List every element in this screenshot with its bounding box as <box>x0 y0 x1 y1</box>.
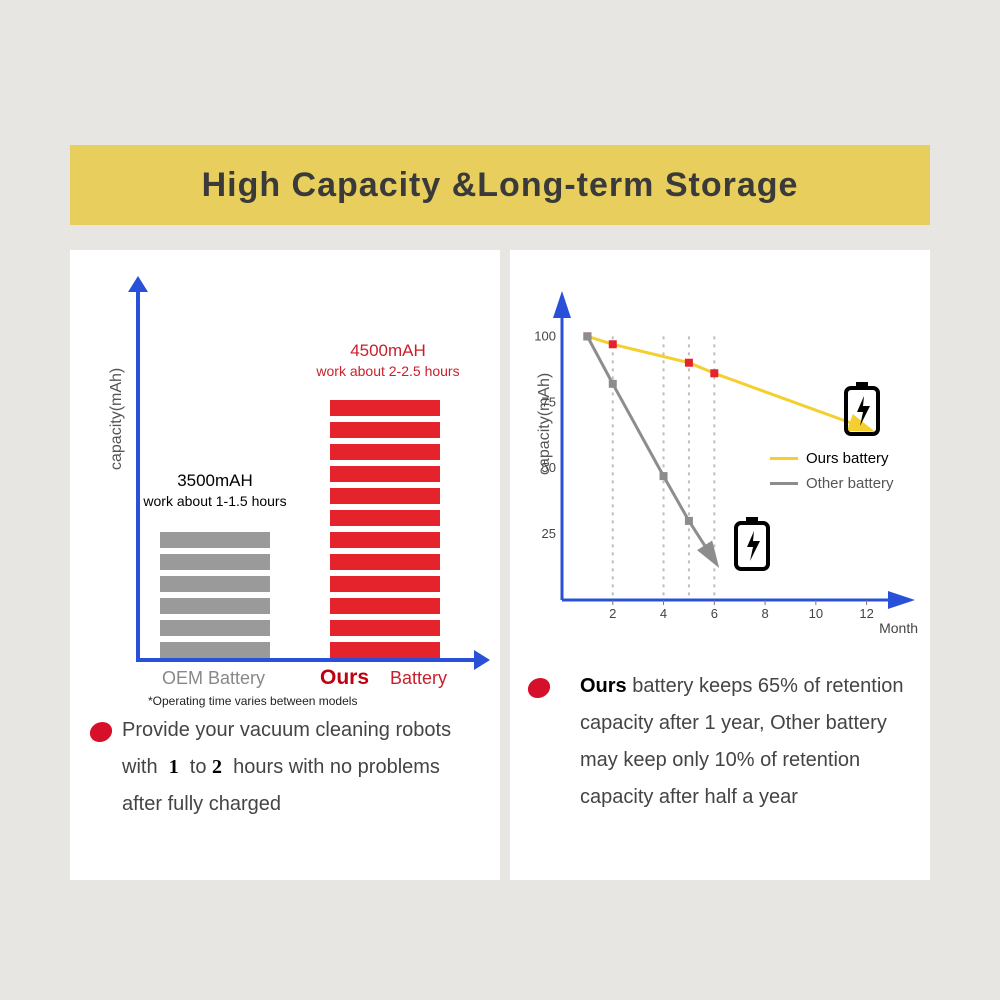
line-chart: capacity(mAh) 25507510024681012 Month Ou… <box>520 280 920 660</box>
bar-segment <box>160 642 270 658</box>
bar-segment <box>160 620 270 636</box>
title-band: High Capacity &Long-term Storage <box>70 145 930 225</box>
left-paragraph: Provide your vacuum cleaning robots with… <box>122 712 482 823</box>
svg-text:6: 6 <box>711 606 718 621</box>
bar-footnote: *Operating time varies between models <box>148 694 357 708</box>
bar-segment <box>160 532 270 548</box>
line-x-axis-label: Month <box>879 620 918 636</box>
svg-text:2: 2 <box>609 606 616 621</box>
legend-other: Other battery <box>770 475 894 492</box>
battery-icon-other <box>730 515 774 578</box>
right-panel: capacity(mAh) 25507510024681012 Month Ou… <box>510 250 930 880</box>
bar-segment <box>330 576 440 592</box>
svg-text:8: 8 <box>761 606 768 621</box>
svg-text:100: 100 <box>534 328 556 343</box>
bar-segment <box>330 400 440 416</box>
bar-segment <box>330 642 440 658</box>
bar-ours-top-sub: work about 2-2.5 hours <box>288 362 488 380</box>
left-bullet-icon <box>89 722 114 742</box>
svg-text:10: 10 <box>809 606 823 621</box>
bar-oem <box>160 532 270 658</box>
svg-text:50: 50 <box>542 460 556 475</box>
bar-oem-top-label: 3500mAH work about 1-1.5 hours <box>105 470 325 510</box>
bar-oem-top-main: 3500mAH <box>105 470 325 492</box>
battery-icon-ours <box>840 380 884 443</box>
svg-text:25: 25 <box>542 526 556 541</box>
bar-oem-x-label: OEM Battery <box>162 668 265 689</box>
bar-segment <box>330 510 440 526</box>
bar-y-axis-label: capacity(mAh) <box>108 368 126 470</box>
bar-ours-x-label-a: Ours <box>320 666 369 690</box>
bar-chart: capacity(mAh) 3500mAH work about 1-1.5 h… <box>90 280 480 680</box>
bar-ours-x-label-b: Battery <box>390 668 447 689</box>
legend-other-label: Other battery <box>806 475 894 492</box>
bar-segment <box>330 598 440 614</box>
bar-segment <box>160 576 270 592</box>
right-paragraph: Ours battery keeps 65% of retention capa… <box>580 668 920 816</box>
title-text: High Capacity &Long-term Storage <box>202 166 799 205</box>
bar-x-axis <box>136 658 476 662</box>
bar-segment <box>330 620 440 636</box>
bar-ours <box>330 400 440 658</box>
bar-segment <box>330 466 440 482</box>
bar-segment <box>330 554 440 570</box>
bar-x-axis-arrow <box>474 650 490 670</box>
bar-oem-top-sub: work about 1-1.5 hours <box>105 492 325 510</box>
bar-segment <box>330 532 440 548</box>
bar-segment <box>160 554 270 570</box>
bar-ours-top-main: 4500mAH <box>288 340 488 362</box>
legend-ours-swatch <box>770 457 798 460</box>
left-panel: capacity(mAh) 3500mAH work about 1-1.5 h… <box>70 250 500 880</box>
bar-segment <box>330 422 440 438</box>
bar-segment <box>160 598 270 614</box>
right-bullet-icon <box>527 678 552 698</box>
legend-other-swatch <box>770 482 798 485</box>
bar-segment <box>330 444 440 460</box>
bar-ours-top-label: 4500mAH work about 2-2.5 hours <box>288 340 488 380</box>
bar-segment <box>330 488 440 504</box>
svg-text:4: 4 <box>660 606 667 621</box>
svg-text:75: 75 <box>542 394 556 409</box>
legend-ours: Ours battery <box>770 450 889 467</box>
bar-y-axis-arrow <box>128 276 148 292</box>
svg-text:12: 12 <box>859 606 873 621</box>
legend-ours-label: Ours battery <box>806 450 889 467</box>
